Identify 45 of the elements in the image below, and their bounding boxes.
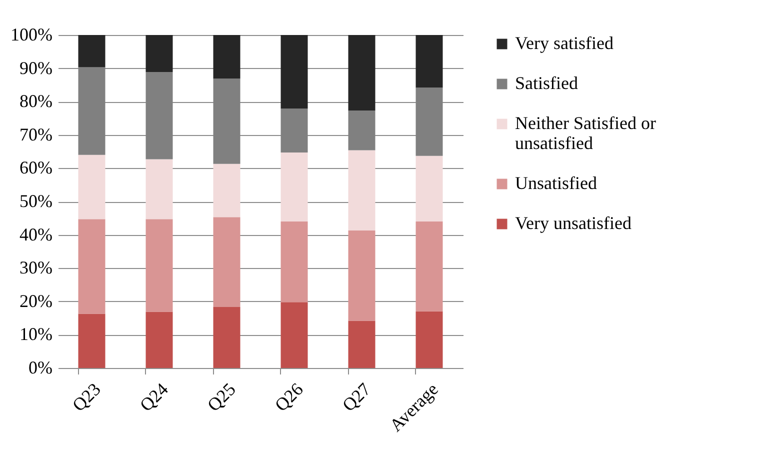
y-tick-label: 50%	[20, 191, 52, 211]
x-tick-label: Q25	[203, 379, 240, 416]
x-tick-label: Q27	[338, 379, 374, 416]
bar	[416, 221, 443, 312]
bar	[78, 154, 106, 220]
legend-label: Unsatisfied	[515, 173, 597, 193]
bar	[213, 217, 240, 308]
bar	[280, 35, 308, 109]
y-tick-label: 20%	[20, 290, 52, 311]
bar	[348, 230, 376, 321]
legend-label: Neither Satisfied or unsatisfied	[515, 113, 656, 153]
bar	[416, 311, 443, 368]
x-tick-label: Q26	[270, 379, 307, 416]
bar	[213, 164, 240, 218]
bar	[280, 152, 308, 222]
legend-label: Satisfied	[515, 73, 578, 93]
x-tick-label: Q23	[68, 379, 104, 416]
bar	[78, 35, 106, 68]
bar	[146, 35, 173, 72]
bar	[280, 221, 308, 302]
bar	[348, 150, 376, 230]
bar	[348, 35, 376, 111]
y-tick-label: 30%	[20, 258, 52, 278]
bar	[78, 314, 106, 368]
bar	[146, 219, 173, 312]
legend-label: Very satisfied	[515, 33, 614, 53]
bar	[213, 307, 240, 368]
y-tick-label: 100%	[10, 24, 52, 44]
bar	[416, 156, 443, 222]
y-tick-label: 0%	[28, 358, 52, 378]
y-tick-label: 40%	[20, 224, 52, 244]
bar	[416, 35, 443, 88]
y-tick-label: 70%	[20, 124, 52, 144]
y-tick-label: 80%	[20, 91, 52, 112]
legend-label: Very unsatisfied	[515, 213, 632, 233]
bar	[348, 320, 376, 368]
bar	[280, 302, 308, 368]
bar	[146, 312, 173, 368]
y-tick-label: 10%	[20, 324, 52, 344]
bar	[146, 159, 173, 220]
bar	[78, 219, 106, 314]
y-tick-label: 60%	[20, 158, 52, 178]
x-tick-label: Q24	[136, 379, 172, 416]
bar	[213, 35, 240, 79]
y-tick-label: 90%	[20, 58, 52, 78]
